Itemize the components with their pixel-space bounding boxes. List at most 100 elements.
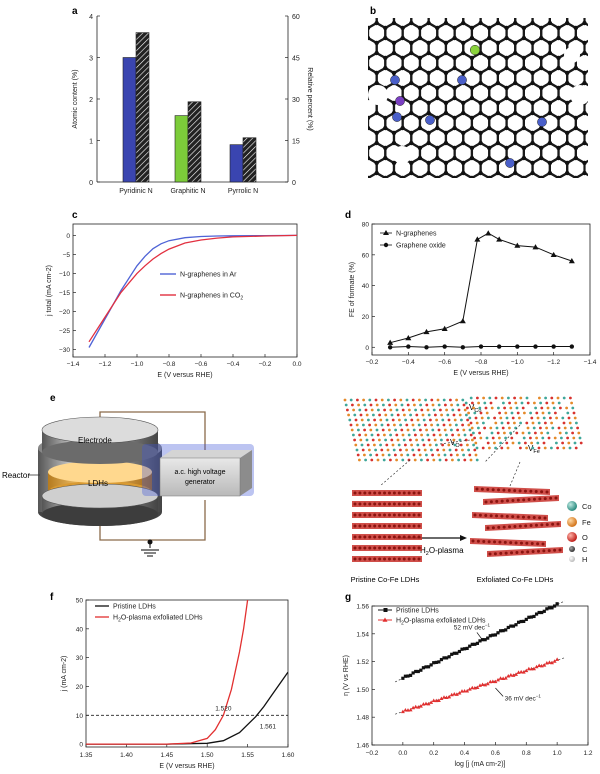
sheet-atom (352, 408, 355, 412)
sheet-atom (554, 411, 557, 415)
annotation-superscript: −1 (485, 623, 491, 628)
layer-atom (397, 491, 401, 495)
legend-ball-fe (567, 517, 577, 527)
sheet-atom (378, 413, 381, 417)
carbon-atom (556, 65, 561, 71)
data-point-square (552, 604, 557, 608)
carbon-atom (495, 160, 501, 166)
bar-relative-hatched (242, 137, 257, 183)
sheet-atom (531, 421, 535, 425)
carbon-atom (539, 65, 544, 71)
sheet-atom (412, 428, 416, 432)
carbon-atom (368, 25, 371, 31)
carbon-atom (357, 111, 361, 115)
layer-atom (476, 539, 480, 543)
sheet-atom (466, 406, 469, 410)
sheet-atom (354, 443, 358, 447)
layer-atom (368, 535, 372, 539)
vfe-label: VFe (528, 444, 540, 455)
carbon-atom (452, 155, 457, 161)
carbon-atom (417, 175, 423, 178)
carbon-atom (348, 156, 352, 160)
y-tick-label: −15 (59, 290, 70, 297)
carbon-atom (547, 170, 553, 176)
sheet-atom (430, 398, 434, 402)
sheet-atom (495, 426, 499, 430)
sheet-atom (465, 413, 468, 417)
y-tick-label: −5 (63, 252, 71, 259)
carbon-atom (573, 35, 579, 41)
layer-atom (529, 489, 533, 493)
sheet-atom (567, 441, 571, 445)
sheet-atom (561, 441, 564, 445)
sheet-atom (379, 418, 383, 422)
sheet-atom (355, 423, 359, 427)
carbon-atom (470, 6, 474, 10)
layer-atom (480, 487, 484, 491)
hexagon (342, 38, 359, 58)
sheet-atom (377, 408, 380, 412)
sheet-atom (419, 403, 422, 407)
carbon-atom (478, 20, 483, 26)
carbon-atom (521, 175, 527, 178)
y2-axis-label: Relative percent (%) (306, 67, 313, 130)
carbon-atom (368, 65, 371, 71)
y-tick-label: 1.52 (356, 659, 369, 666)
carbon-atom (530, 140, 535, 146)
pyridinic-n-atom (537, 117, 547, 127)
carbon-atom (426, 110, 431, 116)
sheet-atom (460, 418, 463, 422)
hexagon (342, 68, 359, 88)
sheet-atom (369, 453, 372, 457)
graphitic-n-atom (469, 44, 481, 56)
data-point-square (493, 633, 498, 637)
sheet-atom (485, 411, 489, 415)
layer-atom (392, 557, 396, 561)
layer-atom (387, 546, 391, 550)
carbon-atom (478, 40, 483, 46)
sheet-atom (381, 453, 385, 457)
carbon-atom (417, 145, 423, 151)
sheet-atom (374, 448, 377, 452)
sheet-atom (476, 396, 479, 400)
sheet-atom (422, 443, 426, 447)
carbon-atom (435, 125, 440, 131)
legend-label: Pristine LDHs (396, 608, 439, 615)
sheet-atom (520, 401, 524, 405)
ldh-layer (485, 521, 561, 531)
legend-label: Pristine LDHs (113, 604, 156, 611)
sheet-atom (387, 398, 390, 402)
lattice-edge-gap (570, 85, 588, 105)
carbon-atom (530, 170, 535, 176)
sheet-atom (505, 441, 509, 445)
sheet-atom (432, 408, 436, 412)
layer-atom (489, 500, 493, 504)
legend-ball-h (569, 556, 575, 562)
data-point-square (529, 615, 534, 619)
ldh-layer (487, 547, 563, 557)
hexagon (368, 116, 370, 130)
layer-atom (407, 524, 411, 528)
carbon-atom (539, 6, 543, 10)
sheet-atom (370, 433, 374, 437)
sheet-atom (407, 433, 411, 437)
sheet-atom (459, 443, 463, 447)
sheet-atom (433, 438, 437, 442)
carbon-atom (443, 130, 449, 136)
hexagon (557, 171, 577, 178)
carbon-atom (435, 95, 440, 101)
sheet-atom (556, 396, 560, 400)
sheet-atom (500, 421, 504, 425)
carbon-atom (357, 51, 361, 55)
layer-atom (500, 514, 504, 518)
sheet-atom (371, 438, 375, 442)
sheet-atom (421, 438, 425, 442)
sheet-atom (493, 416, 496, 420)
data-point-square (501, 629, 505, 633)
panel-label-d: d (345, 210, 351, 221)
carbon-atom (565, 11, 569, 15)
sheet-atom (397, 443, 401, 447)
sheet-atom (546, 406, 550, 410)
sheet-atom (409, 438, 412, 442)
layer-atom (397, 557, 401, 561)
